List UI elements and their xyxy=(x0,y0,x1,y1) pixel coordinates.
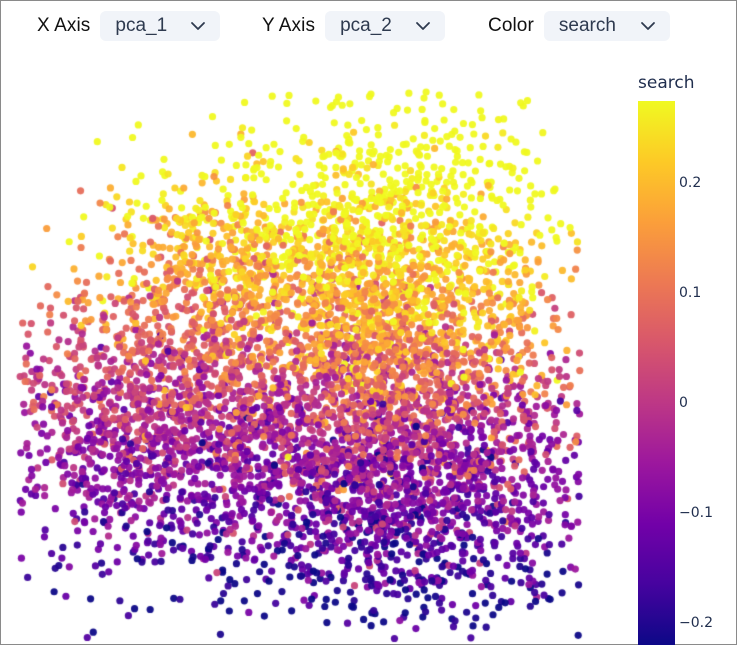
y-axis-label: Y Axis xyxy=(262,15,316,36)
color-value: search xyxy=(558,15,616,36)
x-axis-value: pca_1 xyxy=(115,15,168,36)
x-axis-label: X Axis xyxy=(37,15,91,36)
axis-controls: X Axis pca_1 Y Axis pca_2 Color search xyxy=(0,10,737,42)
color-select[interactable]: search xyxy=(543,11,670,41)
colorbar-tick: −0.2 xyxy=(679,615,713,632)
colorbar-tick: 0 xyxy=(679,395,688,412)
chevron-down-icon xyxy=(191,22,206,30)
colorbar-tick: 0.1 xyxy=(679,285,702,302)
y-axis-value: pca_2 xyxy=(340,15,392,36)
y-axis-select[interactable]: pca_2 xyxy=(325,11,446,41)
color-control: Color search xyxy=(488,10,670,42)
colorbar-tick: −0.1 xyxy=(679,505,713,522)
colorbar xyxy=(638,101,675,645)
x-axis-control: X Axis pca_1 xyxy=(37,10,221,42)
color-label: Color xyxy=(488,15,534,36)
x-axis-select[interactable]: pca_1 xyxy=(100,11,221,41)
y-axis-control: Y Axis pca_2 xyxy=(262,10,446,42)
colorbar-tick: 0.2 xyxy=(679,175,702,192)
colorbar-title: search xyxy=(638,73,695,93)
chevron-down-icon xyxy=(416,22,430,30)
chevron-down-icon xyxy=(641,22,655,30)
